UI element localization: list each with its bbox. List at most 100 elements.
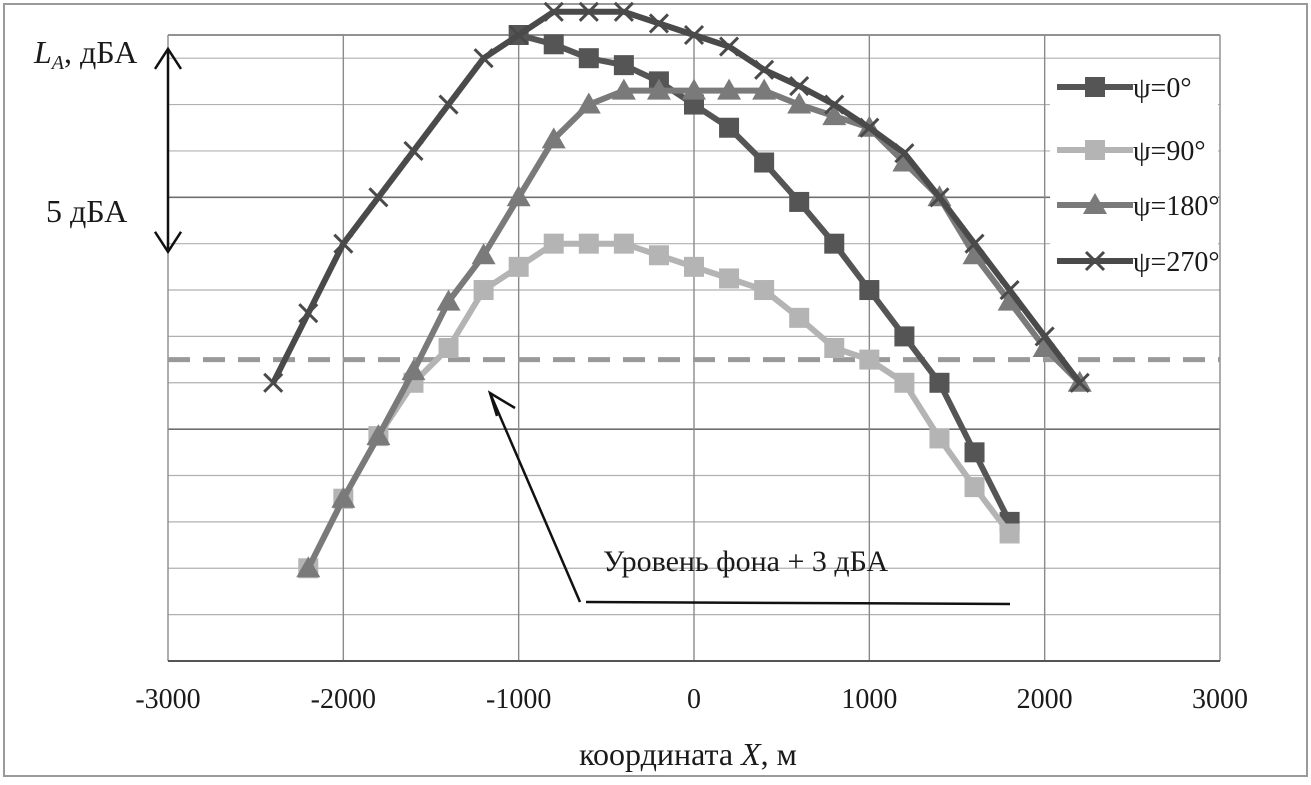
data-point (366, 424, 391, 446)
data-point (964, 442, 985, 463)
data-point (894, 143, 915, 164)
data-point (543, 1, 564, 22)
data-point (859, 280, 880, 301)
data-point (506, 185, 531, 207)
marker-stroke (368, 187, 389, 208)
x-tick-label: -3000 (135, 684, 200, 715)
x-axis-title: координата X, м (579, 736, 797, 772)
legend-entry-0: ψ=0° (1057, 73, 1192, 104)
marker-stroke (999, 279, 1020, 301)
x-tick-label: -1000 (486, 684, 551, 715)
pointer-arrow-base (585, 600, 1011, 606)
data-point (438, 94, 459, 115)
legend-label: ψ=180° (1133, 191, 1220, 222)
x-tick-label: 0 (687, 684, 701, 715)
data-point (543, 233, 564, 254)
marker-stroke (613, 1, 634, 22)
legend-entry-2: ψ=180° (1057, 191, 1220, 222)
data-point (576, 92, 601, 114)
marker-stroke (859, 117, 880, 138)
data-point (754, 280, 775, 301)
legend-label: ψ=270° (1133, 247, 1220, 278)
marker-stroke (683, 24, 705, 46)
data-point (648, 13, 669, 34)
marker-stroke (1034, 326, 1055, 347)
data-point (333, 233, 354, 254)
marker-stroke (964, 233, 985, 254)
data-point (929, 428, 950, 449)
data-point (436, 289, 461, 311)
y-axis-title-sub: A (50, 52, 65, 74)
marker-stroke (1084, 250, 1106, 272)
marker-stroke (789, 75, 810, 97)
x-tick-label: 2000 (1017, 684, 1073, 715)
data-point (754, 59, 775, 80)
data-point (683, 24, 705, 46)
data-point (999, 523, 1020, 544)
marker-stroke (333, 233, 354, 254)
data-point (717, 78, 742, 100)
scale-label: 5 дБА (46, 193, 127, 229)
legend-label: ψ=0° (1133, 73, 1192, 104)
data-point (1034, 326, 1055, 347)
legend-background (1050, 70, 1218, 282)
data-point (719, 117, 740, 138)
data-point (929, 372, 950, 393)
data-point (296, 556, 321, 578)
data-point (613, 1, 634, 22)
data-point (752, 78, 777, 100)
data-point (646, 78, 671, 100)
marker-stroke (929, 187, 950, 208)
data-point (578, 1, 599, 22)
marker-stroke (473, 48, 494, 69)
scale-arrowhead-top (153, 46, 183, 70)
data-point (684, 256, 704, 277)
data-point (438, 338, 459, 358)
data-point (611, 78, 636, 100)
data-point (403, 140, 424, 161)
data-point (754, 152, 775, 173)
data-point (473, 280, 494, 301)
x-axis-title-unit: , м (761, 736, 797, 772)
marker-stroke (578, 1, 599, 22)
data-point (892, 150, 917, 172)
data-point (789, 307, 810, 328)
annotations (153, 46, 1011, 606)
y-axis-title-var: L (33, 34, 52, 70)
series-lines (263, 1, 1092, 579)
data-point (473, 48, 494, 69)
data-point (719, 36, 740, 57)
data-point (822, 104, 847, 126)
legend: ψ=0° ψ=90° ψ=180° ψ=270° (1050, 70, 1220, 282)
legend-swatch-marker (1085, 77, 1105, 97)
data-point (682, 78, 706, 100)
data-point (719, 268, 740, 289)
data-point (508, 24, 529, 46)
data-point (787, 92, 812, 114)
data-point (648, 245, 669, 266)
data-point (964, 233, 985, 254)
marker-stroke (648, 13, 669, 34)
data-point (859, 349, 880, 370)
data-point (929, 187, 950, 208)
scale-arrowhead-bottom (153, 231, 183, 255)
data-point (824, 233, 845, 254)
background-label: Уровень фона + 3 дБА (603, 545, 888, 578)
data-point (789, 75, 810, 97)
data-point (894, 326, 915, 347)
y-axis-title: LA, дБА (33, 34, 137, 74)
marker-stroke (438, 94, 459, 115)
marker-stroke (894, 143, 915, 164)
data-point (263, 372, 284, 393)
x-axis-title-main: координата (579, 736, 741, 772)
marker-stroke (719, 36, 740, 57)
marker-stroke (263, 372, 284, 393)
data-point (401, 359, 426, 381)
data-point (894, 372, 915, 393)
data-point (368, 187, 389, 208)
y-axis-title-unit: , дБА (64, 34, 137, 70)
x-axis-title-var: X (739, 736, 762, 772)
marker-stroke (754, 59, 775, 80)
